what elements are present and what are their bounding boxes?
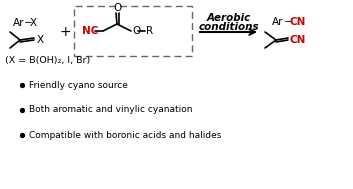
Text: CN: CN — [290, 17, 306, 27]
Text: Ar: Ar — [13, 18, 24, 28]
Text: NC: NC — [82, 26, 98, 36]
Text: X: X — [30, 18, 37, 28]
Text: (X = B(OH)₂, I, Br): (X = B(OH)₂, I, Br) — [5, 57, 90, 66]
Text: −: − — [24, 18, 33, 28]
Text: X: X — [37, 35, 44, 45]
Text: Both aromatic and vinylic cyanation: Both aromatic and vinylic cyanation — [29, 105, 192, 115]
Text: CN: CN — [290, 35, 306, 45]
Text: O: O — [114, 3, 122, 13]
Text: +: + — [59, 25, 71, 39]
Text: Ar: Ar — [272, 17, 283, 27]
Text: conditions: conditions — [198, 22, 259, 32]
Text: R: R — [146, 26, 153, 36]
Text: Compatible with boronic acids and halides: Compatible with boronic acids and halide… — [29, 130, 221, 139]
Text: −: − — [284, 17, 293, 27]
Text: O: O — [132, 26, 140, 36]
Text: Aerobic: Aerobic — [207, 13, 251, 23]
Text: Friendly cyano source: Friendly cyano source — [29, 81, 128, 90]
